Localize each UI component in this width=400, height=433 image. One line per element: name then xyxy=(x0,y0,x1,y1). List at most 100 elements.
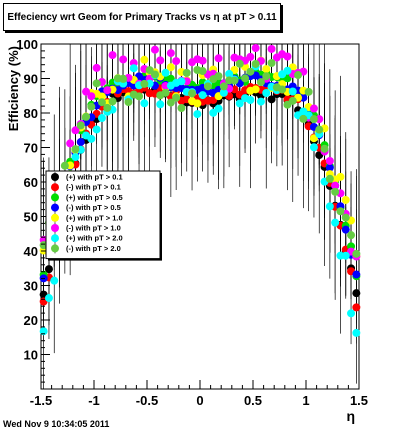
data-point xyxy=(150,70,159,79)
data-point xyxy=(219,88,228,97)
data-point xyxy=(71,126,80,135)
data-point xyxy=(166,98,175,107)
data-point xyxy=(198,91,207,100)
data-point xyxy=(76,138,85,147)
data-point xyxy=(283,52,292,61)
data-point xyxy=(124,98,133,107)
data-point xyxy=(140,55,149,64)
data-point xyxy=(214,104,223,113)
x-tick-label: 0 xyxy=(196,393,203,408)
data-point xyxy=(214,72,223,81)
legend-marker xyxy=(51,193,59,202)
data-point xyxy=(193,99,202,108)
y-tick-label: 10 xyxy=(24,348,38,363)
data-point xyxy=(97,98,106,107)
data-point xyxy=(325,163,334,172)
data-point xyxy=(267,58,276,67)
data-point xyxy=(246,96,255,105)
data-point xyxy=(256,97,265,106)
data-point xyxy=(129,64,138,73)
y-tick-label: 100 xyxy=(16,37,38,52)
x-axis-label: η xyxy=(346,408,355,424)
legend-marker xyxy=(51,224,59,232)
data-point xyxy=(341,225,350,234)
y-tick-label: 20 xyxy=(24,313,38,328)
data-point xyxy=(87,92,96,101)
data-point xyxy=(214,54,223,63)
chart-title: Effeciency wrt Geom for Primary Tracks v… xyxy=(7,11,277,23)
data-point xyxy=(262,88,271,97)
data-point xyxy=(166,49,175,58)
data-point xyxy=(177,104,186,113)
data-point xyxy=(161,88,170,97)
data-point xyxy=(92,125,101,134)
y-tick-label: 90 xyxy=(24,72,38,87)
data-point xyxy=(119,55,128,64)
data-point xyxy=(82,87,91,96)
data-point xyxy=(172,93,181,102)
data-point xyxy=(341,213,350,222)
data-point xyxy=(82,112,91,121)
y-axis-label: Efficiency (%) xyxy=(6,46,21,131)
data-point xyxy=(97,114,106,123)
data-point xyxy=(203,82,212,91)
x-tick-label: 0.5 xyxy=(244,393,262,408)
data-point xyxy=(267,95,276,104)
data-point xyxy=(161,68,170,77)
data-point xyxy=(325,174,334,183)
data-point xyxy=(309,104,318,113)
data-point xyxy=(230,76,239,85)
legend-entry-label: (-) with pT > 0.1 xyxy=(66,183,121,192)
data-point xyxy=(320,144,329,153)
data-point xyxy=(262,65,271,74)
data-point xyxy=(241,74,250,83)
data-point xyxy=(198,56,207,65)
data-point xyxy=(315,125,324,134)
data-point xyxy=(251,85,260,94)
data-point xyxy=(325,156,334,165)
data-point xyxy=(304,87,313,96)
data-point xyxy=(341,251,350,260)
legend-entry-label: (+) with pT > 0.1 xyxy=(66,173,123,182)
legend-marker xyxy=(51,173,59,181)
data-point xyxy=(87,134,96,143)
data-point xyxy=(60,161,69,170)
data-point xyxy=(309,115,318,124)
timestamp-footer: Wed Nov 9 10:34:05 2011 xyxy=(3,419,110,429)
data-point xyxy=(182,68,191,77)
x-tick-label: -0.5 xyxy=(136,393,158,408)
y-tick-label: 50 xyxy=(24,210,38,225)
data-point xyxy=(352,289,361,298)
data-point xyxy=(103,86,112,95)
data-point xyxy=(256,78,265,87)
data-point xyxy=(352,303,361,312)
data-point xyxy=(166,63,175,72)
data-point xyxy=(92,63,101,72)
legend-entry-label: (+) with pT > 0.5 xyxy=(66,193,123,202)
data-point xyxy=(140,79,149,88)
legend-box xyxy=(45,170,161,260)
legend-entry-label: (-) with pT > 0.5 xyxy=(66,203,121,212)
x-tick-label: 1.5 xyxy=(350,393,368,408)
data-point xyxy=(251,59,260,68)
data-point xyxy=(76,121,85,130)
data-point xyxy=(309,143,318,152)
data-point xyxy=(341,195,350,204)
y-tick-label: 30 xyxy=(24,279,38,294)
data-point xyxy=(235,99,244,108)
legend-entry-label: (-) with pT > 2.0 xyxy=(66,244,121,253)
legend-marker xyxy=(51,203,59,212)
data-point xyxy=(188,89,197,98)
data-point xyxy=(66,139,75,148)
data-point xyxy=(92,79,101,88)
data-point xyxy=(150,45,159,54)
data-point xyxy=(246,67,255,76)
data-point xyxy=(288,87,297,96)
data-point xyxy=(331,181,340,190)
y-tick-label: 80 xyxy=(24,106,38,121)
data-point xyxy=(71,153,80,162)
x-tick-label: -1 xyxy=(88,393,100,408)
legend-marker xyxy=(51,234,59,243)
data-point xyxy=(299,114,308,123)
